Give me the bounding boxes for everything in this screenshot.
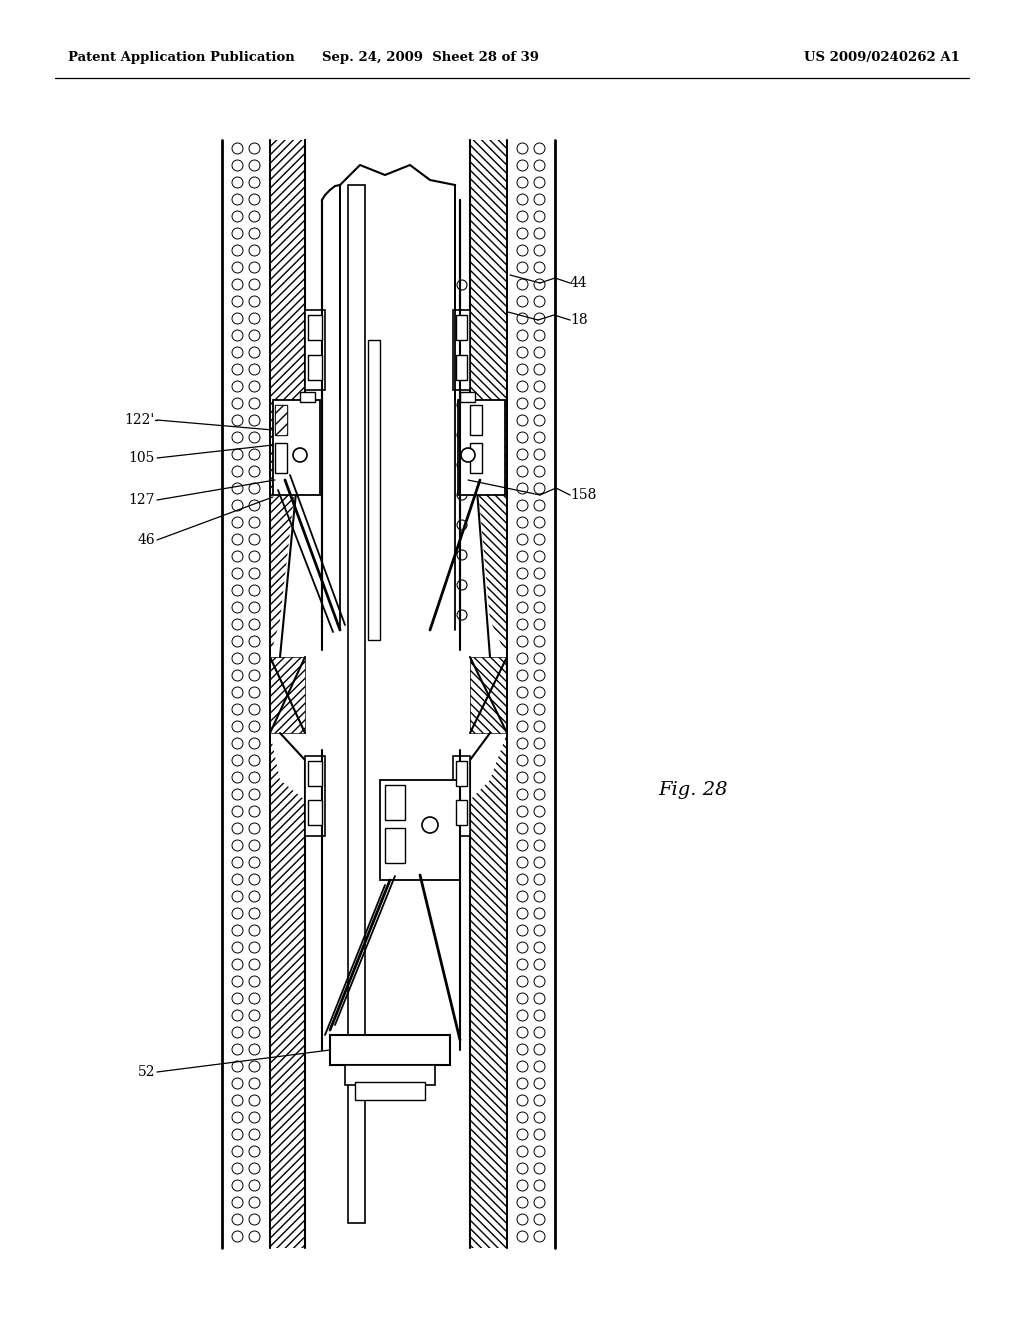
Text: 122': 122' (125, 413, 155, 426)
Bar (385, 785, 406, 820)
Bar (456, 762, 467, 785)
Circle shape (461, 447, 475, 462)
Polygon shape (270, 140, 319, 657)
Text: Fig. 28: Fig. 28 (658, 781, 727, 799)
Bar (348, 185, 365, 1224)
Polygon shape (275, 405, 287, 436)
Bar (458, 400, 505, 495)
Text: Sep. 24, 2009  Sheet 28 of 39: Sep. 24, 2009 Sheet 28 of 39 (322, 51, 539, 65)
Bar (470, 405, 482, 436)
Polygon shape (470, 140, 507, 1247)
Text: 18: 18 (570, 313, 588, 327)
Polygon shape (270, 140, 305, 1247)
Bar (453, 310, 470, 389)
Bar (273, 400, 319, 495)
Bar (380, 780, 460, 880)
Bar (345, 1065, 435, 1085)
Polygon shape (270, 657, 305, 733)
Circle shape (422, 817, 438, 833)
Bar (330, 1035, 450, 1065)
Text: 158: 158 (570, 488, 596, 502)
Bar (308, 800, 322, 825)
Circle shape (457, 370, 467, 380)
Polygon shape (455, 140, 507, 657)
Text: Patent Application Publication: Patent Application Publication (68, 51, 295, 65)
Circle shape (457, 400, 467, 411)
Polygon shape (330, 176, 465, 630)
Bar (456, 315, 467, 341)
Bar (308, 355, 322, 380)
Circle shape (457, 610, 467, 620)
Bar (470, 444, 482, 473)
Polygon shape (322, 176, 355, 630)
Bar (385, 828, 406, 863)
Polygon shape (470, 733, 507, 1247)
Text: US 2009/0240262 A1: US 2009/0240262 A1 (804, 51, 961, 65)
Bar (308, 762, 322, 785)
Circle shape (457, 579, 467, 590)
Circle shape (457, 430, 467, 440)
Text: 46: 46 (137, 533, 155, 546)
Polygon shape (322, 750, 460, 1040)
Polygon shape (470, 657, 507, 733)
Bar (275, 444, 287, 473)
Bar (300, 392, 315, 403)
Bar (275, 405, 287, 436)
Bar (460, 392, 475, 403)
Bar (453, 756, 470, 836)
Bar (308, 315, 322, 341)
Text: 52: 52 (137, 1065, 155, 1078)
Bar (222, 140, 270, 1247)
Circle shape (457, 341, 467, 350)
Bar (456, 800, 467, 825)
Bar (456, 355, 467, 380)
Text: 127: 127 (128, 492, 155, 507)
Bar (355, 1082, 425, 1100)
Bar (305, 140, 470, 1247)
Bar (507, 140, 555, 1247)
Circle shape (457, 459, 467, 470)
Circle shape (293, 447, 307, 462)
Polygon shape (270, 733, 305, 1247)
Text: 105: 105 (129, 451, 155, 465)
Circle shape (457, 490, 467, 500)
Circle shape (457, 520, 467, 531)
Bar (305, 756, 325, 836)
Circle shape (457, 550, 467, 560)
Bar (368, 341, 380, 640)
Circle shape (457, 310, 467, 319)
Circle shape (457, 280, 467, 290)
Bar (305, 310, 325, 389)
Text: 44: 44 (570, 276, 588, 290)
